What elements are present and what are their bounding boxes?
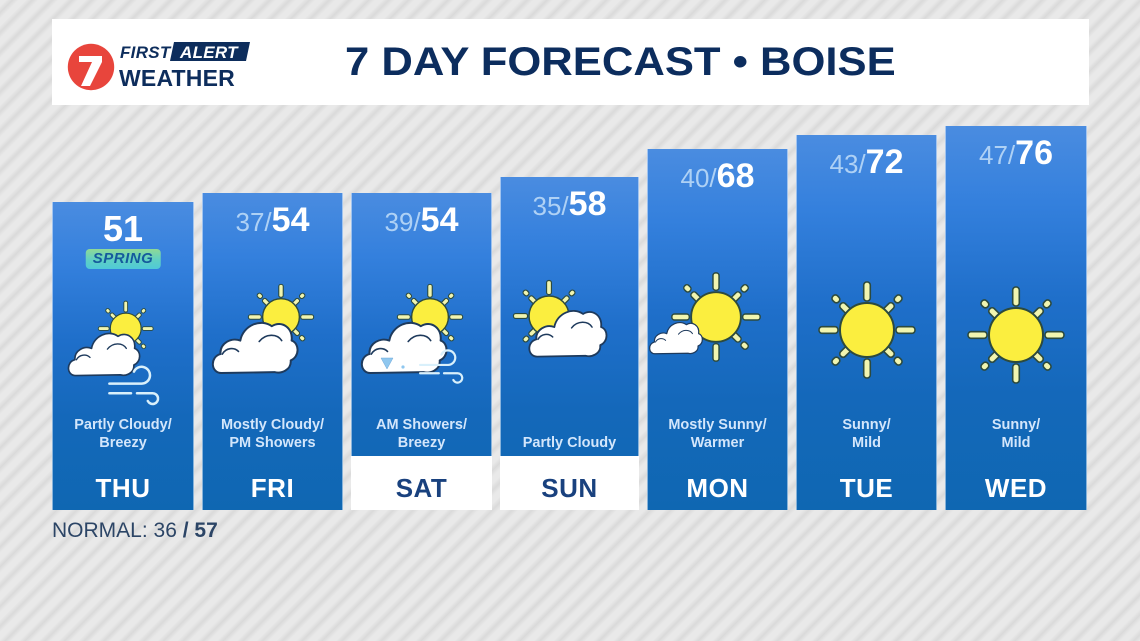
svg-text:WEATHER: WEATHER <box>119 65 235 91</box>
svg-text:FIRST: FIRST <box>120 43 172 62</box>
svg-text:ALERT: ALERT <box>179 43 239 62</box>
